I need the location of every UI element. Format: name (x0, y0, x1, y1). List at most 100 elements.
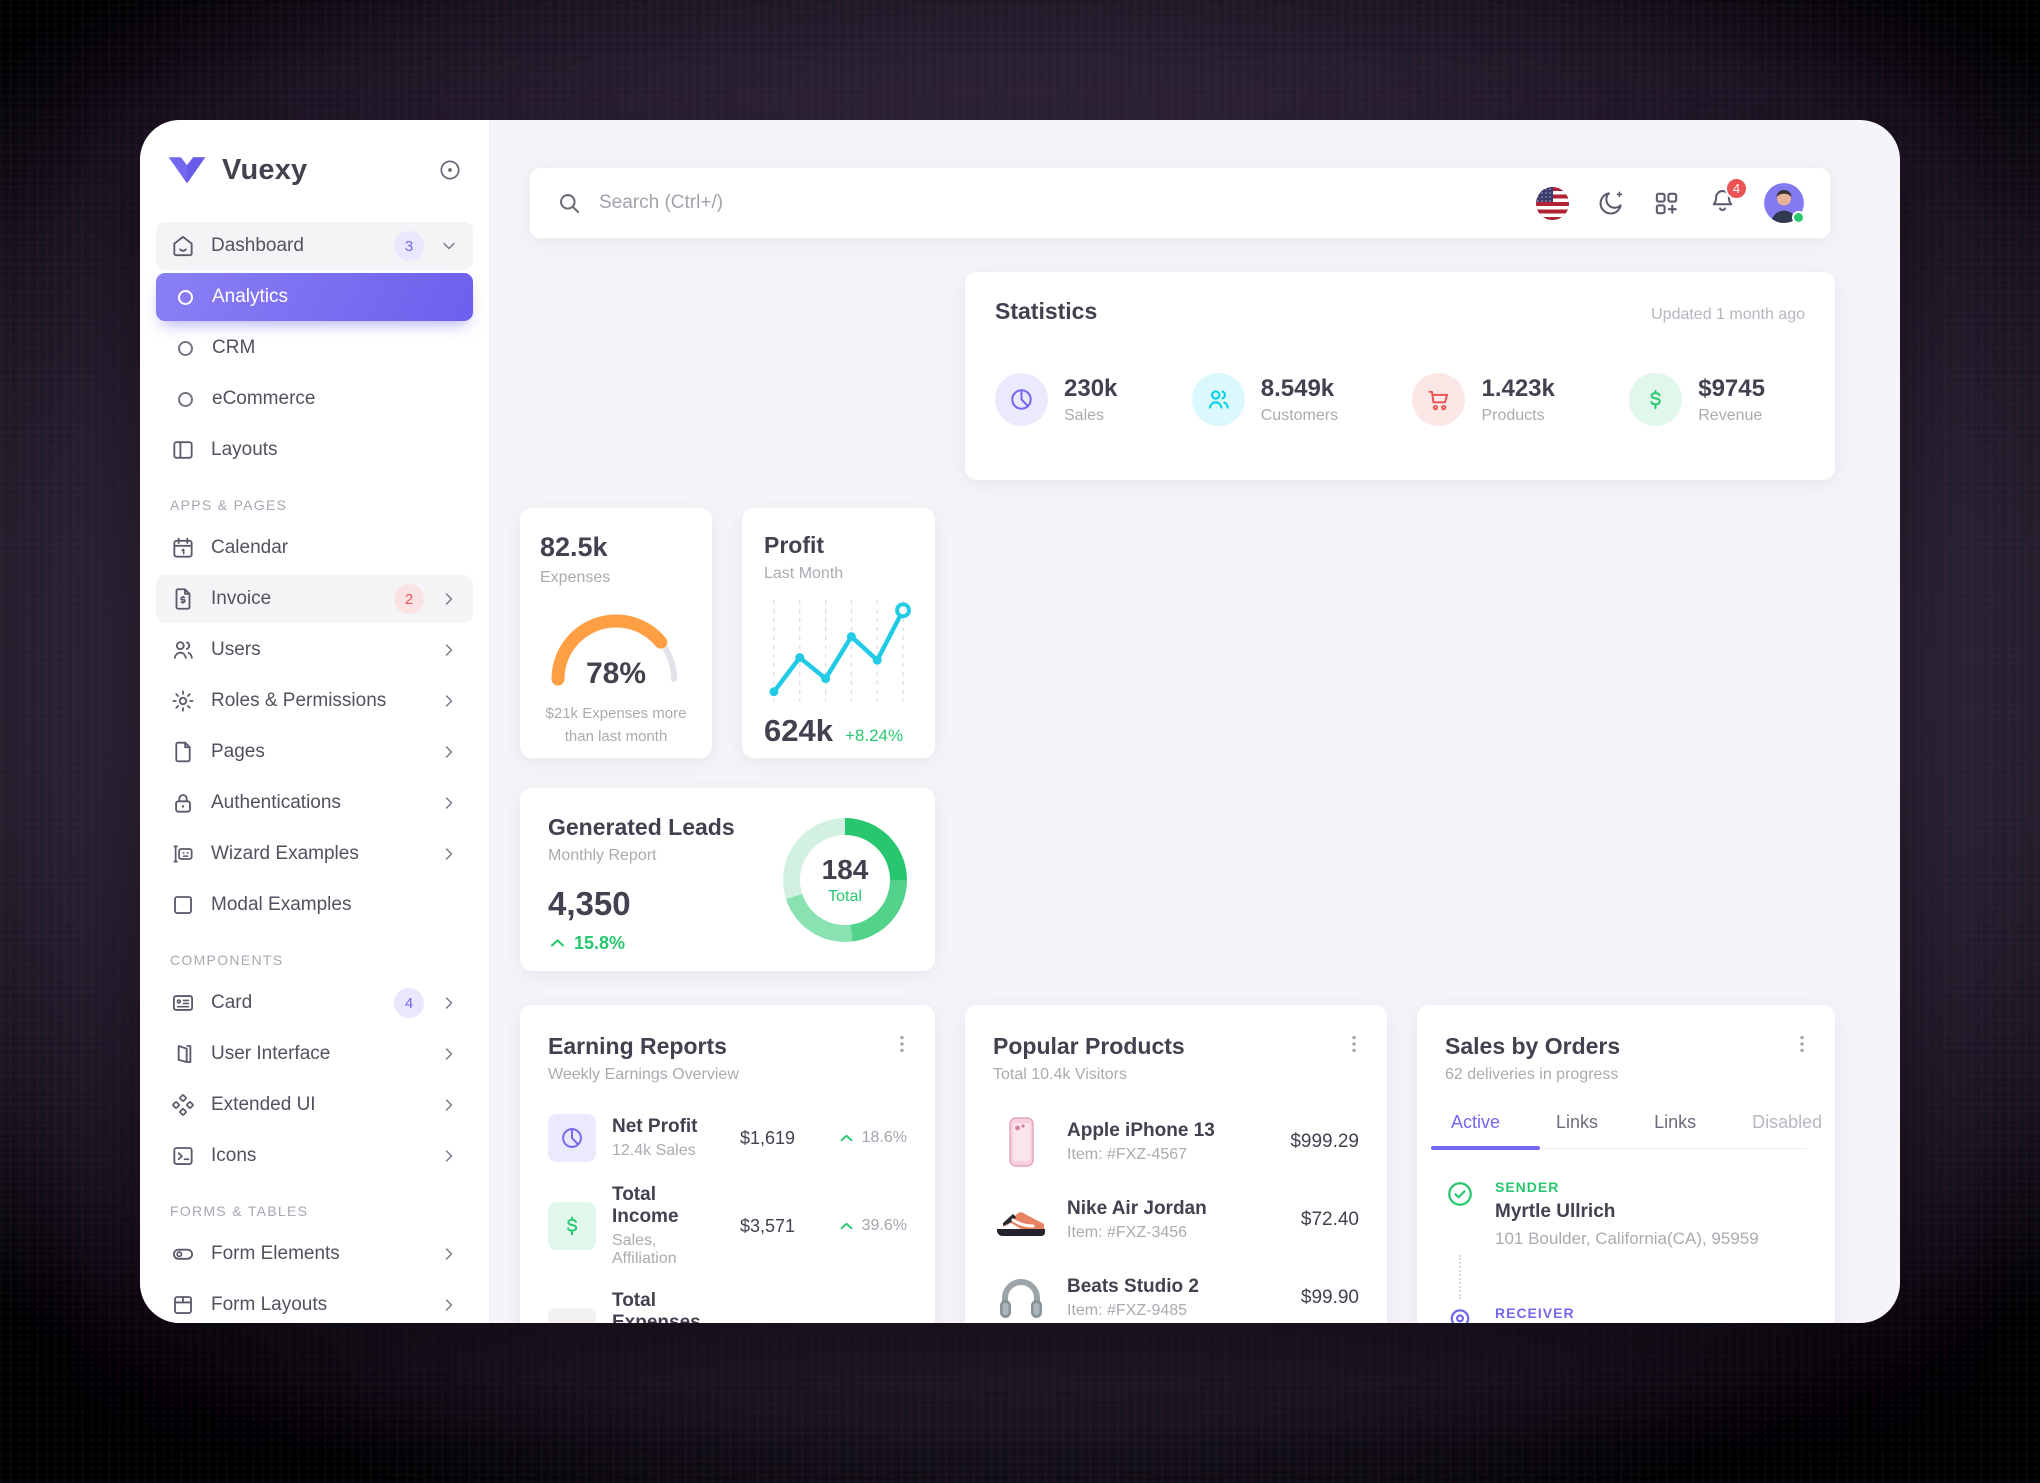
sidebar-item-calendar[interactable]: Calendar (156, 524, 473, 572)
sidebar-item-users[interactable]: Users (156, 626, 473, 674)
section-label-forms-tables: FORMS & TABLES (170, 1203, 309, 1219)
invoice-badge: 2 (394, 584, 424, 614)
stat-products: 1.423k Products (1412, 373, 1555, 426)
leads-donut-chart: 184 Total (783, 817, 907, 942)
chevron-right-icon (445, 644, 453, 656)
kebab-menu-icon[interactable] (1791, 1031, 1813, 1057)
id-card-icon (172, 995, 194, 1011)
section-label-components: COMPONENTS (170, 952, 284, 968)
profit-value: 624k (764, 713, 833, 748)
sidebar-item-form-layouts[interactable]: Form Layouts (156, 1281, 473, 1323)
tab-disabled[interactable]: Disabled (1752, 1112, 1823, 1132)
tab-links-2[interactable]: Links (1654, 1112, 1697, 1132)
chevron-right-icon (445, 746, 453, 758)
sidebar-item-invoice[interactable]: Invoice 2 (156, 575, 473, 623)
kebab-menu-icon[interactable] (891, 1031, 913, 1057)
sidebar-menu: Dashboard 3 Analytics CRM eCommerce (156, 222, 473, 1323)
topbar: 4 (530, 168, 1830, 238)
chevron-right-icon (445, 797, 453, 809)
radio-dot-icon (178, 289, 193, 305)
terminal-icon (173, 1147, 193, 1165)
headphones-product-image (1000, 1279, 1042, 1318)
sidebar-item-authentications[interactable]: Authentications (156, 779, 473, 827)
section-label-apps-pages: APPS & PAGES (170, 497, 288, 513)
moon-icon[interactable] (1596, 189, 1625, 218)
chevron-right-icon (445, 695, 453, 707)
sidebar-item-layouts[interactable]: Layouts (156, 426, 473, 474)
sidebar-item-card[interactable]: Card 4 (156, 979, 473, 1027)
shortcuts-grid-icon[interactable] (1652, 189, 1681, 218)
chevron-right-icon (445, 1299, 453, 1311)
sidebar-pin-toggle-icon[interactable] (437, 157, 463, 183)
sidebar-item-icons[interactable]: Icons (156, 1132, 473, 1180)
chevron-right-icon (445, 593, 453, 605)
chevron-right-icon (445, 1150, 453, 1162)
leads-title: Generated Leads (548, 814, 735, 840)
kebab-menu-icon[interactable] (1343, 1031, 1365, 1057)
vuexy-logo-icon (168, 157, 206, 184)
notifications-button[interactable]: 4 (1708, 177, 1748, 220)
expenses-value: 82.5k (540, 532, 608, 562)
sidebar-item-ecommerce[interactable]: eCommerce (156, 375, 473, 423)
calendar-icon (173, 537, 193, 558)
statistics-card: Statistics Updated 1 month ago 230k Sales… (965, 272, 1835, 480)
expenses-card: 82.5k Expenses 78% $21k Expenses more th… (520, 508, 712, 758)
sidebar-item-crm[interactable]: CRM (156, 324, 473, 372)
profit-subtitle: Last Month (764, 565, 844, 582)
radio-dot-icon (178, 340, 193, 356)
delivery-timeline: SENDER Myrtle Ullrich 101 Boulder, Calif… (1445, 1179, 1807, 1323)
leads-donut-label: Total (828, 887, 862, 905)
profit-title: Profit (764, 532, 825, 558)
dashboard-badge: 3 (394, 231, 424, 261)
check-circle-icon (1448, 1182, 1472, 1206)
trend-up-icon (840, 1134, 853, 1141)
user-avatar[interactable] (1764, 183, 1805, 224)
expenses-gauge-value-arc (551, 614, 681, 686)
leads-subtitle: Monthly Report (548, 847, 657, 864)
search-input[interactable] (599, 192, 1520, 214)
sidebar-item-extended-ui[interactable]: Extended UI (156, 1081, 473, 1129)
statistics-updated: Updated 1 month ago (1651, 306, 1805, 323)
earning-reports-subtitle: Weekly Earnings Overview (548, 1066, 739, 1083)
sidebar-item-pages[interactable]: Pages (156, 728, 473, 776)
notification-count-badge: 4 (1725, 177, 1748, 200)
users-icon (1191, 373, 1245, 426)
earning-row-total-income: Total Income Sales, Affiliation $3,571 39… (548, 1184, 907, 1268)
earning-row-net-profit: Net Profit 12.4k Sales $1,619 18.6% (548, 1114, 907, 1162)
sidebar-item-dashboard[interactable]: Dashboard 3 (156, 222, 473, 270)
radio-dot-icon (178, 391, 193, 407)
pie-chart-icon (548, 1114, 596, 1162)
dollar-icon (548, 1202, 596, 1250)
tab-active[interactable]: Active (1430, 1112, 1541, 1150)
chevron-right-icon (445, 1099, 453, 1111)
panels-icon (177, 1045, 192, 1063)
chevron-right-icon (445, 1248, 453, 1260)
trend-up-icon (550, 939, 565, 947)
generated-leads-card: Generated Leads Monthly Report 4,350 15.… (520, 788, 935, 971)
stat-sales: 230k Sales (995, 373, 1117, 426)
sales-by-orders-subtitle: 62 deliveries in progress (1445, 1066, 1619, 1083)
main-content: 4 Statistics Updated 1 month ago (490, 120, 1900, 1323)
language-flag-icon[interactable] (1536, 186, 1569, 220)
brand-name: Vuexy (222, 153, 308, 186)
sidebar-item-modal-examples[interactable]: Modal Examples (156, 881, 473, 929)
card-badge: 4 (394, 988, 424, 1018)
orders-tabs: Active Links Links Disabled (1430, 1112, 1822, 1150)
sidebar-item-wizard-examples[interactable]: Wizard Examples (156, 830, 473, 878)
sidebar-item-analytics[interactable]: Analytics (156, 273, 473, 321)
expenses-label: Expenses (540, 569, 611, 586)
expenses-percent: 78% (585, 657, 647, 690)
sidebar-item-user-interface[interactable]: User Interface (156, 1030, 473, 1078)
file-icon (175, 741, 191, 763)
stat-customers: 8.549k Customers (1191, 373, 1338, 426)
trend-up-icon (840, 1222, 853, 1229)
sidebar-item-form-elements[interactable]: Form Elements (156, 1230, 473, 1278)
chevron-right-icon (445, 997, 453, 1009)
expenses-gauge: 78% (541, 601, 691, 690)
topbar-actions: 4 (1536, 177, 1805, 224)
brand: Vuexy (166, 148, 463, 192)
layout-rows-icon (174, 1296, 192, 1314)
sidebar-item-roles-permissions[interactable]: Roles & Permissions (156, 677, 473, 725)
product-row-iphone: Apple iPhone 13 Item: #FXZ-4567 $999.29 (993, 1114, 1359, 1170)
tab-links-1[interactable]: Links (1556, 1112, 1599, 1132)
